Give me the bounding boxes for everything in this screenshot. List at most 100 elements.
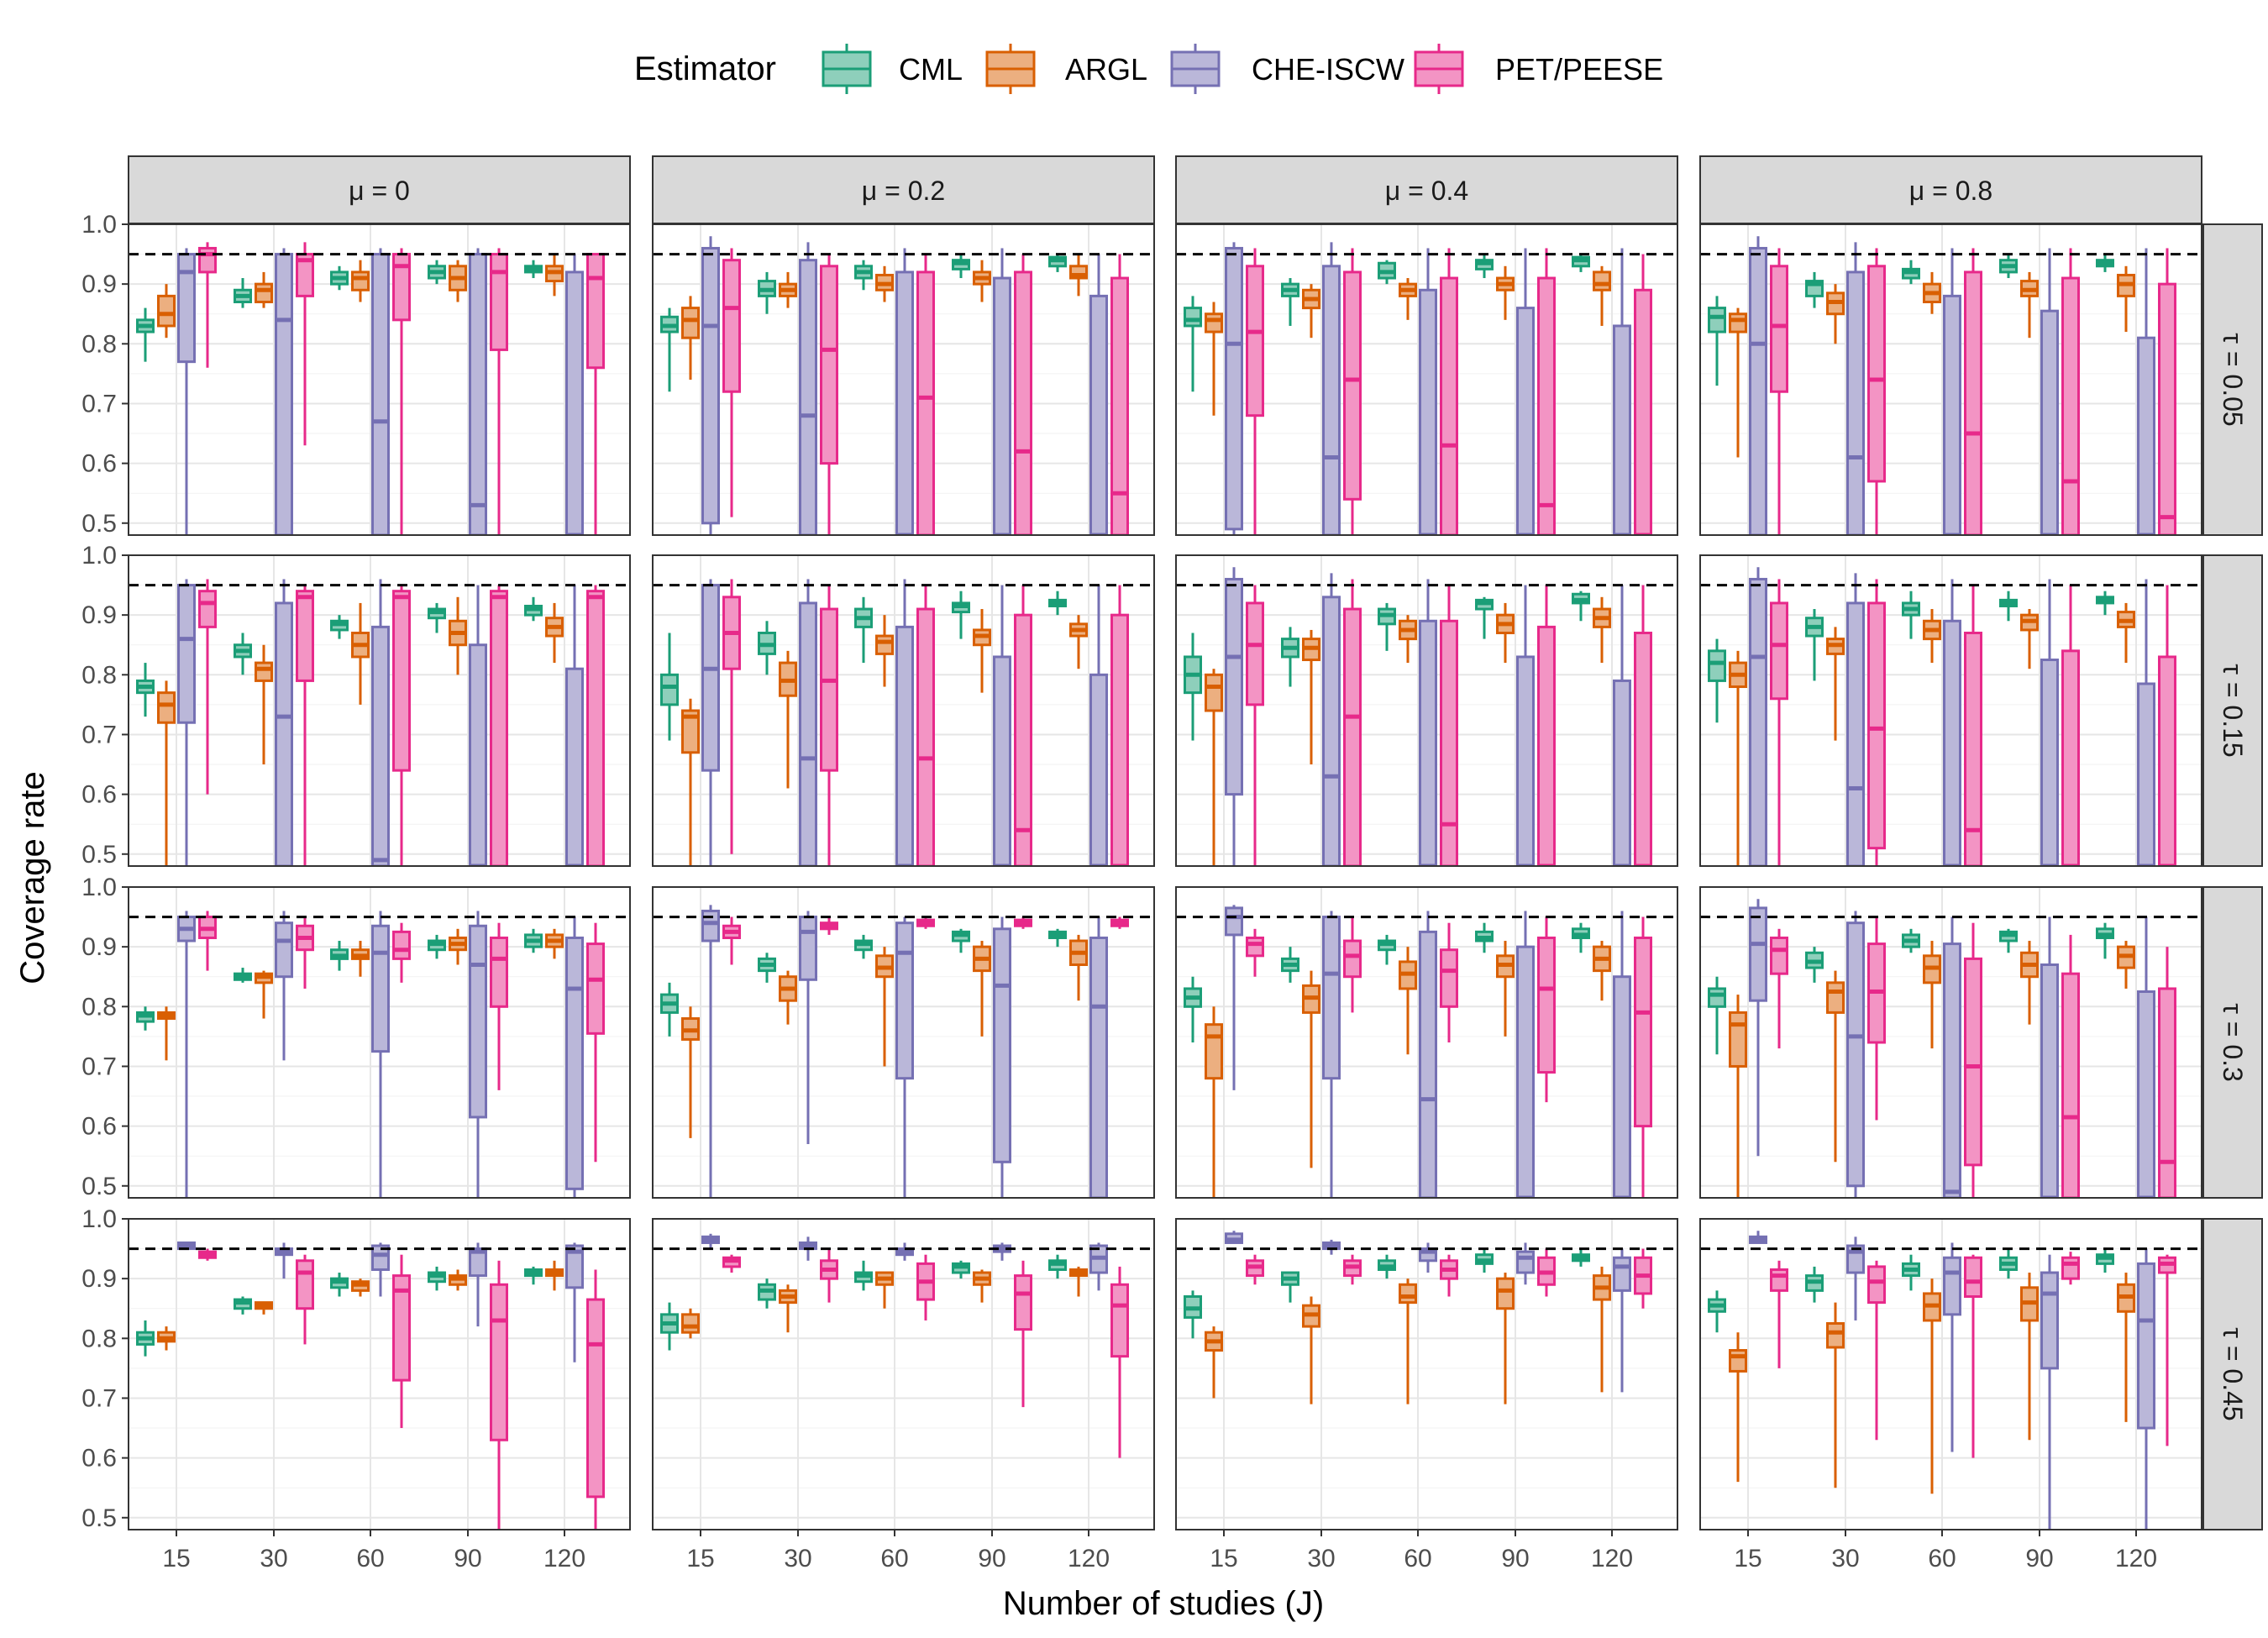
box-pet-peese-j120	[1110, 254, 1129, 535]
column-strip-bg	[1699, 155, 2202, 224]
box-cml-j30	[234, 1296, 252, 1315]
box-argl-j90	[2020, 271, 2039, 339]
box-iqr	[1749, 906, 1767, 1002]
box-iqr	[2158, 655, 2176, 866]
box-che-iscw-j30	[1846, 242, 1865, 535]
box-iqr	[1593, 270, 1611, 291]
box-argl-j15	[1729, 307, 1747, 458]
box-iqr	[1322, 265, 1341, 535]
box-iqr	[1089, 294, 1108, 535]
box-che-iscw-j60	[895, 248, 914, 535]
box-iqr	[2137, 682, 2155, 866]
box-iqr	[1440, 948, 1458, 1008]
box-iqr	[2137, 990, 2155, 1198]
box-cml-j15	[136, 1320, 155, 1357]
box-iqr	[1225, 246, 1243, 531]
box-argl-j60	[1923, 271, 1941, 314]
row-strip-bg	[2202, 886, 2263, 1199]
box-cml-j30	[1281, 278, 1299, 326]
box-iqr	[1014, 270, 1032, 535]
box-argl-j90	[2020, 941, 2039, 1025]
box-cml-j30	[234, 968, 252, 983]
box-che-iscw-j90	[2040, 916, 2059, 1198]
box-argl-j90	[1496, 1273, 1515, 1404]
box-pet-peese-j60	[1964, 248, 1982, 535]
box-cml-j30	[1805, 1266, 1824, 1303]
x-tick-label: 60	[880, 1545, 908, 1572]
box-pet-peese-j90	[2061, 1252, 2080, 1285]
box-iqr	[1770, 601, 1788, 701]
box-iqr	[255, 661, 273, 682]
box-che-iscw-j120	[2137, 248, 2155, 535]
x-tick-label: 90	[1501, 1545, 1529, 1572]
box-argl-j90	[449, 596, 467, 675]
column-strip-bg	[1175, 155, 1678, 224]
panel-boxes	[1184, 905, 1652, 1198]
box-che-iscw-j60	[371, 911, 390, 1198]
panel-border	[1175, 554, 1678, 867]
box-pet-peese-j90	[1014, 1260, 1032, 1408]
box-argl-j120	[1069, 934, 1088, 1001]
row-strip-bg	[2202, 223, 2263, 536]
box-argl-j30	[255, 644, 273, 765]
box-iqr	[371, 1244, 390, 1271]
box-iqr	[1708, 307, 1726, 333]
row-strip-bg	[2202, 1218, 2263, 1530]
box-iqr	[1419, 288, 1437, 535]
box-iqr	[820, 607, 838, 772]
x-tick-label: 60	[1928, 1545, 1956, 1572]
box-argl-j60	[1399, 278, 1417, 320]
box-cml-j30	[234, 633, 252, 675]
box-iqr	[1110, 1283, 1129, 1358]
y-axis: 0.5 0.6 0.7 0.8 0.9 1.0	[81, 211, 129, 538]
box-cml-j15	[1184, 976, 1202, 1042]
box-cml-j90	[1999, 928, 2018, 953]
box-pet-peese-j90	[2061, 248, 2080, 535]
box-pet-peese-j60	[1440, 585, 1458, 866]
box-argl-j15	[157, 1326, 176, 1351]
box-iqr	[1964, 632, 1982, 866]
box-argl-j120	[2117, 602, 2135, 664]
box-pet-peese-j120	[1634, 585, 1652, 866]
box-cml-j90	[1475, 1248, 1494, 1273]
box-iqr	[490, 590, 508, 866]
box-che-iscw-j90	[993, 248, 1011, 535]
box-che-iscw-j30	[1322, 242, 1341, 535]
box-iqr	[1826, 981, 1845, 1014]
box-iqr	[1867, 601, 1886, 850]
box-pet-peese-j90	[1014, 254, 1032, 535]
panel-border	[128, 886, 631, 1199]
box-pet-peese-j90	[1014, 585, 1032, 866]
box-iqr	[1749, 577, 1767, 866]
box-iqr	[586, 590, 605, 866]
box-argl-j15	[157, 284, 176, 339]
box-argl-j90	[449, 1269, 467, 1291]
box-pet-peese-j30	[1867, 579, 1886, 866]
box-argl-j120	[1593, 265, 1611, 326]
column-strip-label: μ = 0.2	[862, 176, 945, 206]
x-axis: 15 30 60 90 120	[1210, 1530, 1633, 1572]
x-axis-title: Number of studies (J)	[1003, 1585, 1324, 1622]
box-pet-peese-j120	[586, 585, 605, 866]
panel-boxes	[136, 1241, 605, 1530]
x-tick-label: 15	[162, 1545, 190, 1572]
panel-border	[1175, 1218, 1678, 1530]
box-iqr	[1014, 1274, 1032, 1331]
box-iqr	[586, 1298, 605, 1499]
box-cml-j60	[1378, 1254, 1396, 1279]
box-argl-j120	[1069, 615, 1088, 669]
box-cml-j120	[1572, 1248, 1590, 1267]
box-iqr	[681, 1313, 700, 1334]
box-iqr	[993, 927, 1011, 1163]
box-cml-j60	[330, 941, 349, 971]
box-argl-j120	[545, 602, 564, 664]
box-iqr	[1537, 276, 1556, 535]
box-pet-peese-j60	[1440, 922, 1458, 1042]
box-iqr	[1826, 1322, 1845, 1349]
box-cml-j60	[330, 265, 349, 291]
x-tick-label: 120	[1591, 1545, 1633, 1572]
box-che-iscw-j15	[1749, 899, 1767, 1157]
legend-label: CHE-ISCW	[1252, 52, 1404, 87]
legend-label: CML	[899, 52, 963, 87]
box-che-iscw-j90	[993, 916, 1011, 1198]
